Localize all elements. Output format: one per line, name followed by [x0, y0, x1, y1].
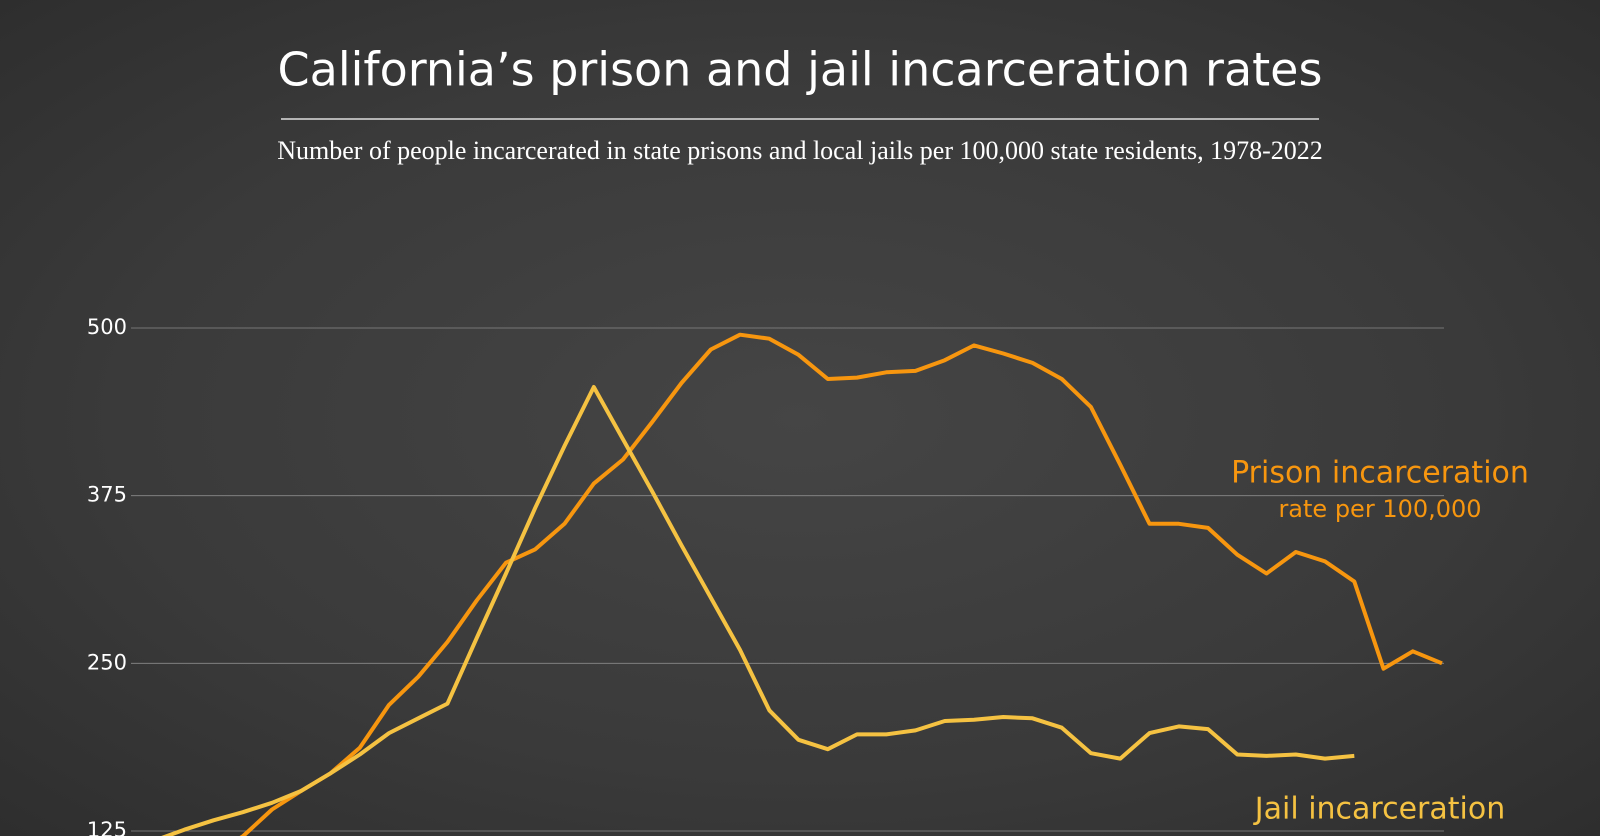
plot-area: 125 250 375 500 Prison incarceration rate per… — [87, 315, 1529, 836]
annotation: Jail incarceration — [1253, 792, 1505, 827]
annotation: Prison incarceration — [1231, 456, 1529, 491]
y-tick-label: 500 — [87, 315, 127, 339]
y-tick-label: 375 — [87, 483, 127, 507]
series-line — [161, 385, 1355, 836]
series-line — [239, 332, 1443, 836]
annotation: rate per 100,000 — [1278, 495, 1481, 523]
y-tick-label: 250 — [87, 650, 127, 674]
chart-subtitle: Number of people incarcerated in state p… — [277, 136, 1322, 165]
chart-title: California’s prison and jail incarcerati… — [278, 43, 1323, 97]
y-tick-label: 125 — [87, 818, 127, 836]
